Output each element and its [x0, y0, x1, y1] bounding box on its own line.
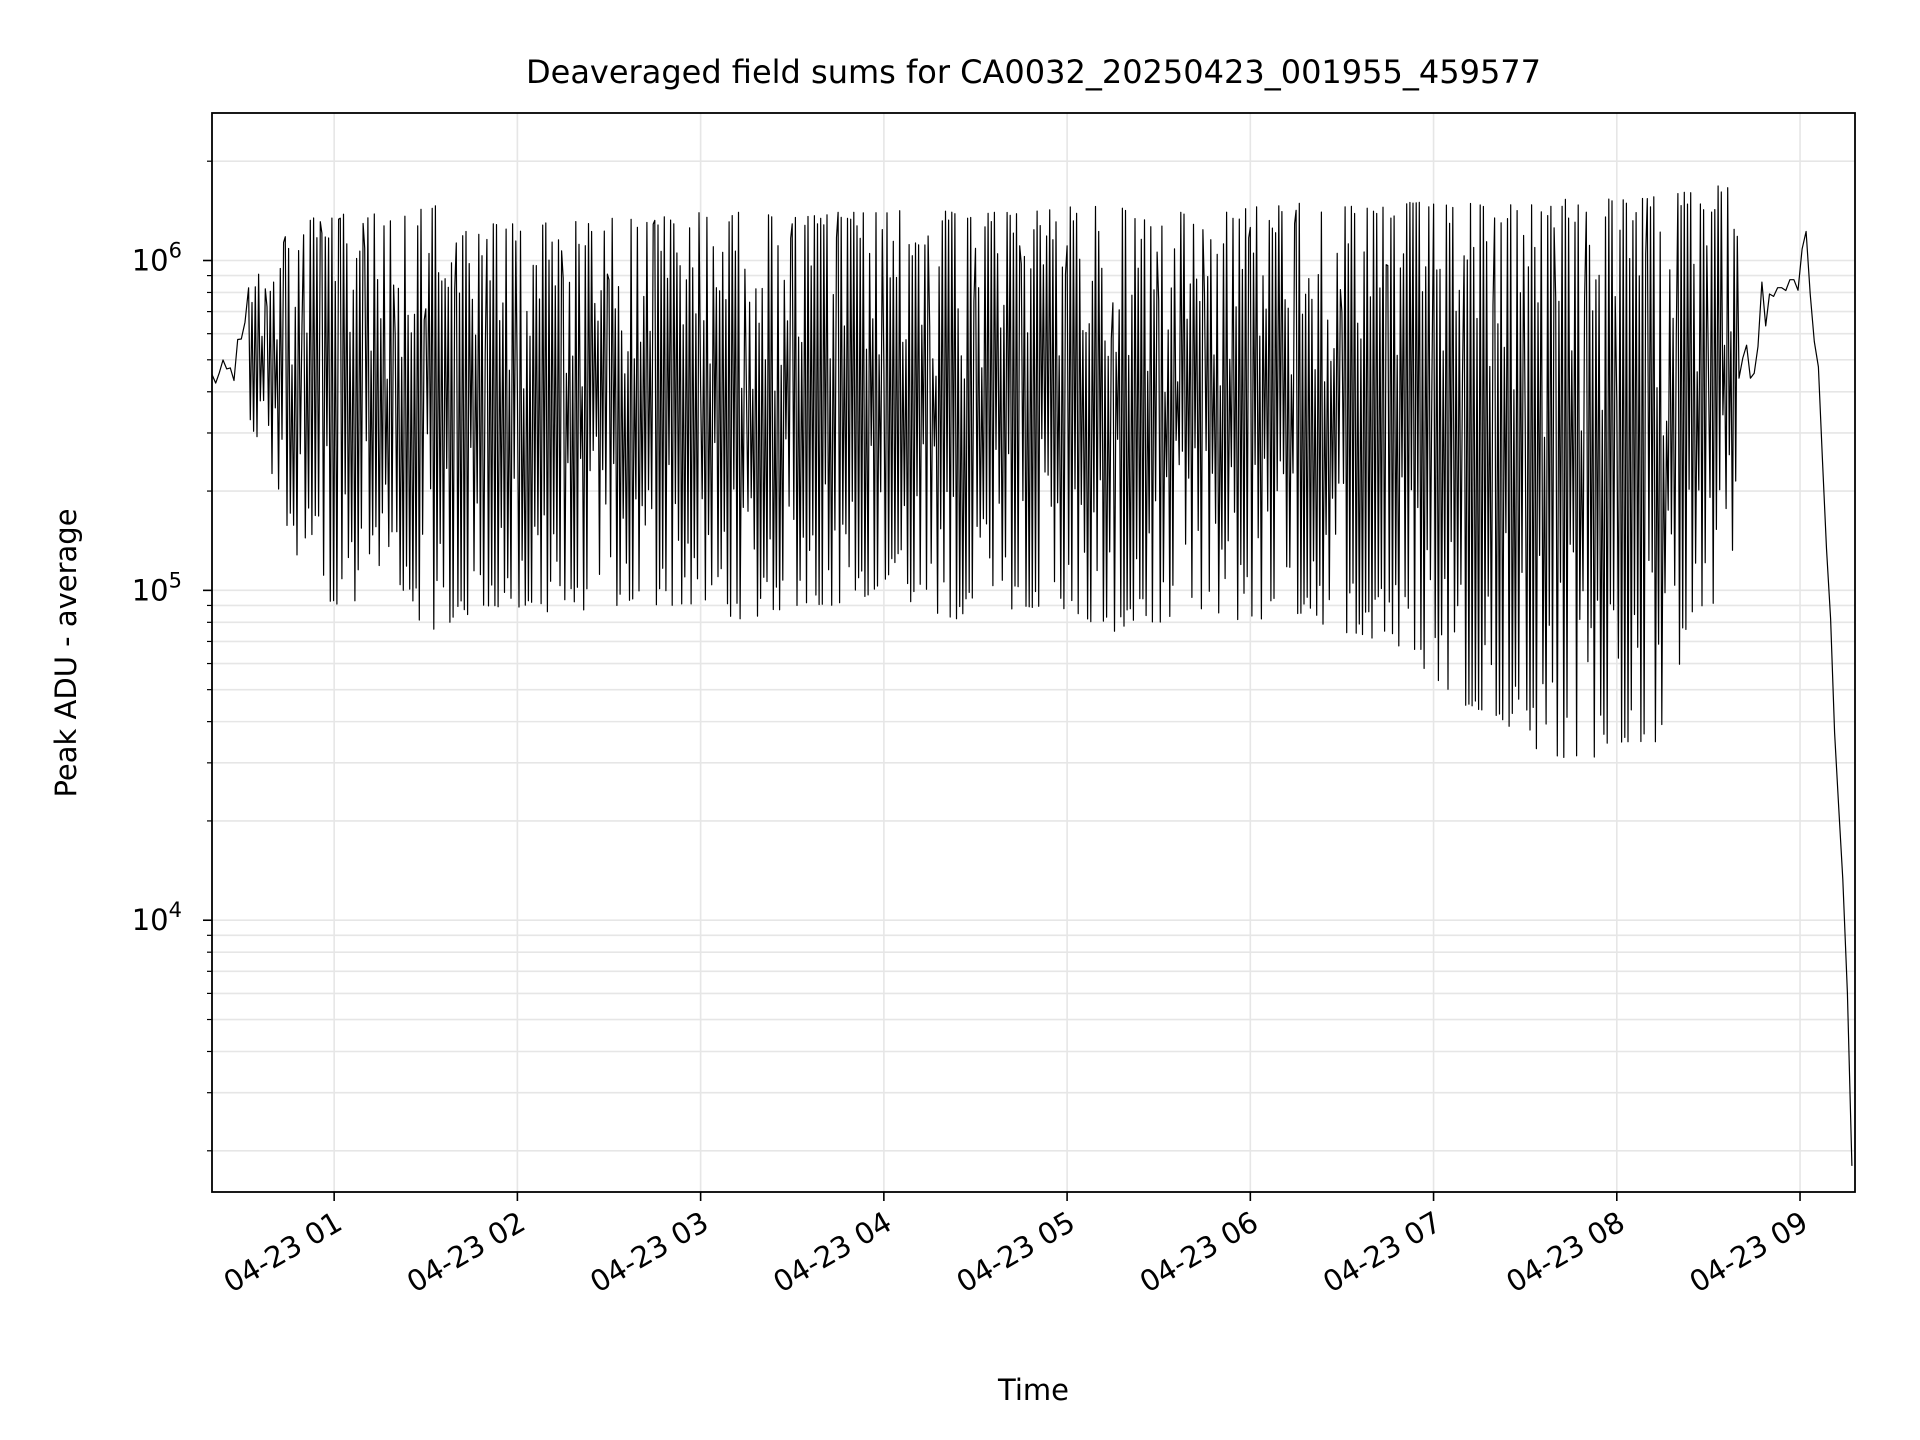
x-tick-label: 04-23 04 — [767, 1205, 897, 1300]
x-axis-label: Time — [997, 1373, 1069, 1407]
plot-frame — [211, 112, 1856, 1193]
y-tick-exponent: 5 — [169, 568, 182, 592]
x-tick-label: 04-23 02 — [401, 1205, 531, 1300]
y-tick-label: 106 — [132, 239, 182, 278]
x-axis-ticks: 04-23 01 04-23 02 04-23 03 04-23 04 04-23 05… — [218, 1192, 1814, 1299]
chart-title: Deaveraged field sums for CA0032_2025042… — [526, 53, 1541, 91]
x-tick-label: 04-23 05 — [951, 1205, 1081, 1300]
y-tick-label: 105 — [132, 568, 182, 607]
y-tick-exponent: 4 — [169, 898, 182, 922]
x-tick-label: 04-23 08 — [1500, 1205, 1630, 1300]
y-axis-ticks: 104 105 106 — [132, 160, 212, 1152]
series-trace — [211, 185, 1853, 1166]
x-tick-label: 04-23 01 — [218, 1205, 348, 1300]
x-tick-label: 04-23 06 — [1134, 1205, 1264, 1300]
x-tick-label: 04-23 07 — [1317, 1205, 1447, 1300]
y-tick-label: 104 — [132, 898, 182, 937]
x-tick-label: 04-23 03 — [584, 1205, 714, 1300]
y-tick-exponent: 6 — [169, 239, 182, 263]
x-tick-label: 04-23 09 — [1684, 1205, 1814, 1300]
y-axis-label: Peak ADU - average — [49, 508, 83, 797]
data-layer — [211, 185, 1853, 1166]
